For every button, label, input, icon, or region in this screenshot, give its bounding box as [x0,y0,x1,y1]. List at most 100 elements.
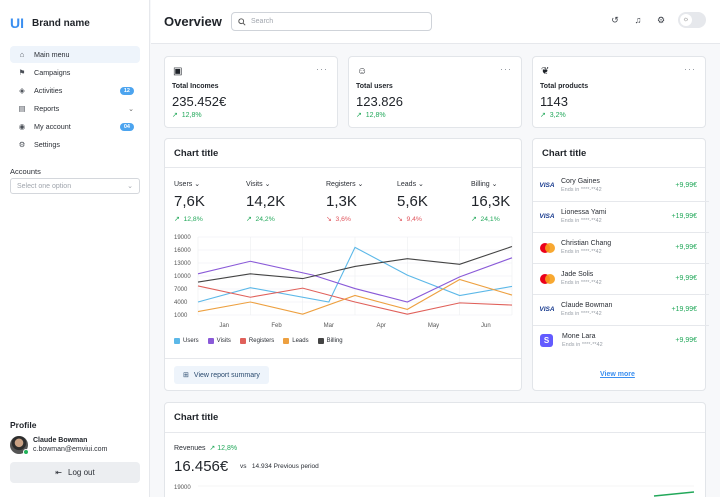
chevron-down-icon: ⌄ [127,183,133,190]
metric-billing[interactable]: Billing ⌄ 16,3K ↗ 24,1% [471,180,510,223]
kpi-change-value: 12,8% [365,112,386,119]
legend-swatch [174,338,180,344]
sidebar-item-campaigns[interactable]: ⚑ Campaigns [10,64,140,81]
count-badge: 04 [119,122,134,131]
metric-value: 16,3K [471,193,511,210]
x-tick-label: Jan [219,323,229,329]
sidebar-item-main-menu[interactable]: ⌂ Main menu [10,46,140,63]
revenue-previous: 14.934 Previous period [251,463,319,470]
y-tick-label: 4000 [174,300,188,306]
search-input[interactable]: Search [231,12,432,31]
bell-icon[interactable]: ♫ [634,15,642,25]
series-line-registers [197,285,513,315]
gear-icon[interactable]: ⚙ [656,14,666,25]
more-options-icon[interactable]: ··· [316,64,328,74]
transactions-header-divider [533,167,705,168]
sidebar-item-settings[interactable]: ⚙ Settings [10,136,140,153]
sidebar-item-activities[interactable]: ◈ Activities 12 [10,82,140,99]
header-actions: ↺ ♫ ⚙ ☼ [609,12,706,28]
transaction-row[interactable]: Christian Chang Ends in ****-**42 +9,99€ [539,232,699,263]
nav-icon: ◈ [19,86,25,95]
metric-change-value: 3,6% [335,216,351,223]
top-header: Overview Search ↺ ♫ ⚙ ☼ [151,0,720,44]
transaction-row[interactable]: VISA Lionessa Yami Ends in ****-**42 +19… [539,201,699,232]
legend-label: Registers [248,338,275,344]
sidebar-item-label: Settings [34,140,60,149]
brand[interactable]: UI Brand name [10,15,90,31]
more-options-icon[interactable]: ··· [684,64,696,74]
legend-item[interactable]: Registers [239,338,275,344]
sidebar-nav: ⌂ Main menu ⚑ Campaigns ◈ Activities 12 ▤ Re… [10,46,140,154]
count-badge: 12 [119,86,134,95]
logout-button[interactable]: ⇤ Log out [10,462,140,483]
line-chart: 1000 4000 7000 10000 13000 16000 19000 Jan Feb Ma… [174,235,513,329]
view-report-summary-button[interactable]: ⊞ View report summary [174,366,269,384]
transaction-name: Cory Gaines [561,178,600,185]
transaction-amount: +9,99€ [675,182,697,189]
x-tick-label: Feb [271,323,282,329]
kpi-icon: ❦ [541,66,550,77]
transaction-row[interactable]: S Mone Lara Ends in ****-**42 +9,99€ [539,325,699,356]
revenue-card-title: Chart title [174,412,219,423]
sidebar-item-my-account[interactable]: ◉ My account 04 [10,118,140,135]
legend-label: Users [183,338,199,344]
sun-icon: ☼ [680,14,692,26]
transaction-divider [533,294,709,295]
metric-name: Users ⌄ [174,180,205,188]
transaction-row[interactable]: VISA Claude Bowman Ends in ****-**42 +19… [539,294,699,325]
metric-value: 1,3K [326,193,357,210]
view-more-link[interactable]: View more [600,371,635,378]
transaction-card-ending: Ends in ****-**42 [561,311,602,317]
legend-label: Leads [292,338,309,344]
profile-card[interactable]: Claude Bowman c.bowman@emviui.com [10,436,107,455]
metric-visits[interactable]: Visits ⌄ 14,2K ↗ 24,2% [246,180,285,223]
legend-item[interactable]: Billing [317,338,343,344]
y-tick-label: 13000 [174,261,191,267]
transaction-name: Claude Bowman [561,302,613,309]
series-line-users [197,246,513,303]
accounts-select[interactable]: Select one option ⌄ [10,178,140,194]
transaction-row[interactable]: VISA Cory Gaines Ends in ****-**42 +9,99… [539,170,699,201]
transaction-row[interactable]: Jade Solis Ends in ****-**42 +9,99€ [539,263,699,294]
trend-up-icon: ↗ [207,445,216,452]
sidebar-item-reports[interactable]: ▤ Reports ⌄ [10,100,140,117]
kpi-icon: ▣ [173,66,183,77]
metric-name: Visits ⌄ [246,180,285,188]
sidebar-item-label: My account [34,122,71,131]
trend-icon: ↗ [246,216,252,223]
revenue-value: 16.456€ [174,458,229,475]
metric-users[interactable]: Users ⌄ 7,6K ↗ 12,8% [174,180,205,223]
page-title: Overview [164,14,222,29]
profile-label: Profile [10,420,37,430]
online-status-dot [23,449,29,455]
transaction-name: Lionessa Yami [561,209,607,216]
logout-label: Log out [68,468,95,477]
chevron-down-icon: ⌄ [194,181,201,188]
metric-leads[interactable]: Leads ⌄ 5,6K ↘ 9,4% [397,180,428,223]
transaction-divider [533,232,709,233]
metric-registers[interactable]: Registers ⌄ 1,3K ↘ 3,6% [326,180,363,223]
legend-swatch [283,338,290,344]
metric-change: ↘ 3,6% [326,215,363,223]
metric-change: ↘ 9,4% [397,215,428,223]
brand-name: Brand name [32,17,90,29]
revenue-card-divider [165,432,705,433]
line-chart-header-divider [165,167,521,168]
x-tick-label: Apr [376,323,385,329]
sidebar-item-label: Reports [34,104,60,113]
theme-toggle[interactable]: ☼ [678,12,706,28]
transactions-title: Chart title [542,148,587,159]
metric-name-text: Leads [397,181,417,188]
more-options-icon[interactable]: ··· [500,64,512,74]
history-icon[interactable]: ↺ [611,14,619,25]
kpi-card [532,56,706,128]
legend-item[interactable]: Leads [283,338,309,344]
revenue-vs: vs [240,463,247,470]
legend-item[interactable]: Users [174,338,199,344]
revenue-series-line [653,491,695,497]
chevron-down-icon: ⌄ [418,181,424,188]
legend-item[interactable]: Visits [207,338,231,344]
nav-icon: ⌂ [19,50,25,59]
metric-value: 14,2K [246,193,286,210]
revenue-label-text: Revenues [174,445,206,452]
